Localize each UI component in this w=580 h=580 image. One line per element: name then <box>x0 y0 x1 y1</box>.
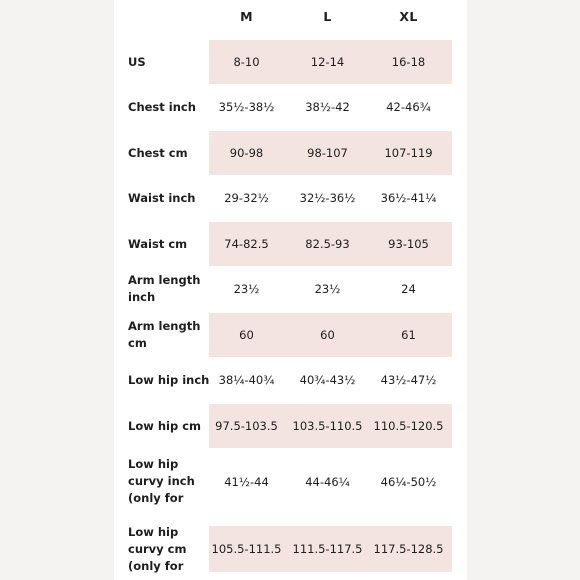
table-cell: 35½-38½ <box>218 100 275 114</box>
size-header-l: L <box>323 9 332 24</box>
row-shading <box>209 222 452 266</box>
table-row <box>114 526 467 572</box>
table-row: Chest cm 90-98 98-107 107-119 <box>114 131 467 175</box>
table-row: Arm length cm 60 60 61 <box>114 313 467 357</box>
table-cell: 60 <box>239 328 254 342</box>
row-shading <box>209 404 452 448</box>
size-chart-table: M L XL US 8-10 12-14 16-18 Chest inch 35… <box>114 0 467 580</box>
row-label: Low hip curvy inch (only for Cu... <box>128 457 195 505</box>
table-row: Waist cm 74-82.5 82.5-93 93-105 <box>114 222 467 266</box>
size-header-m: M <box>240 9 253 24</box>
table-cell: 24 <box>401 282 416 296</box>
table-row: US 8-10 12-14 16-18 <box>114 40 467 84</box>
row-shading <box>209 40 452 84</box>
table-cell: 105.5-111.5 <box>211 542 282 556</box>
row-shading <box>209 131 452 175</box>
table-cell: 117.5-128.5 <box>373 542 444 556</box>
table-cell: 36½-41¼ <box>380 191 437 205</box>
row-shading <box>209 526 452 572</box>
table-row: Chest inch 35½-38½ 38½-42 42-46¾ <box>114 85 467 130</box>
size-header-xl: XL <box>399 9 418 24</box>
size-header-row: M L XL <box>114 0 467 34</box>
table-cell: 32½-36½ <box>299 191 356 205</box>
table-row-content: Low hip curvy cm (only for Cu... 105.5-1… <box>114 518 467 580</box>
table-cell: 90-98 <box>229 146 264 160</box>
table-cell: 43½-47½ <box>380 373 437 387</box>
table-cell: 103.5-110.5 <box>292 419 363 433</box>
table-cell: 42-46¾ <box>386 100 431 114</box>
table-cell: 29-32½ <box>224 191 269 205</box>
table-row: Arm length inch 23½ 23½ 24 <box>114 267 467 312</box>
table-row: Waist inch 29-32½ 32½-36½ 36½-41¼ <box>114 176 467 221</box>
table-cell: 38½-42 <box>305 100 350 114</box>
table-cell: 82.5-93 <box>305 237 350 251</box>
table-cell: 74-82.5 <box>224 237 269 251</box>
table-row: Low hip curvy inch (only for Cu... 41½-4… <box>114 449 467 517</box>
row-label: Arm length inch <box>128 273 201 304</box>
table-cell: 8-10 <box>233 55 260 69</box>
table-cell: 46¼-50½ <box>380 475 437 489</box>
table-cell: 41½-44 <box>224 475 269 489</box>
table-cell: 97.5-103.5 <box>215 419 278 433</box>
table-cell: 38¼-40¾ <box>218 373 275 387</box>
table-cell: 93-105 <box>388 237 429 251</box>
table-row: Low hip inch 38¼-40¾ 40¾-43½ 43½-47½ <box>114 358 467 403</box>
table-cell: 23½ <box>314 282 341 296</box>
table-cell: 111.5-117.5 <box>292 542 363 556</box>
row-label: Low hip curvy cm (only for Cu... <box>128 525 187 573</box>
table-cell: 110.5-120.5 <box>373 419 444 433</box>
row-shading <box>209 313 452 357</box>
table-row: Low hip cm 97.5-103.5 103.5-110.5 110.5-… <box>114 404 467 448</box>
table-cell: 16-18 <box>391 55 426 69</box>
table-cell: 12-14 <box>310 55 345 69</box>
table-cell: 60 <box>320 328 335 342</box>
table-cell: 40¾-43½ <box>299 373 356 387</box>
table-cell: 98-107 <box>307 146 348 160</box>
row-label: Arm length cm <box>128 319 201 350</box>
table-cell: 44-46¼ <box>305 475 350 489</box>
table-cell: 61 <box>401 328 416 342</box>
table-cell: 107-119 <box>384 146 433 160</box>
table-cell: 23½ <box>233 282 260 296</box>
